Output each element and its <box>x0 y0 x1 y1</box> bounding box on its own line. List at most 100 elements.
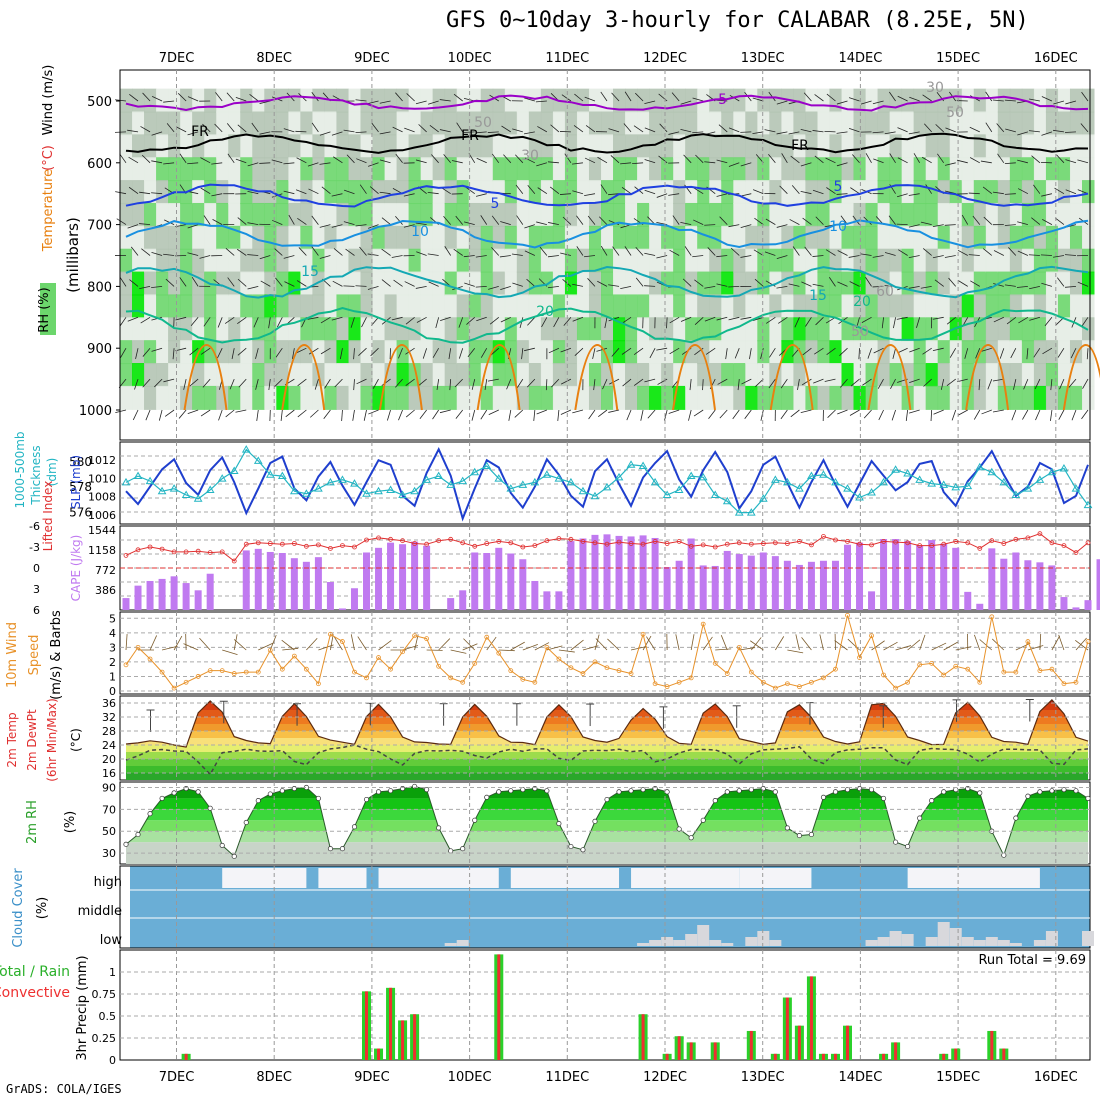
wind-barb <box>465 186 475 195</box>
thickness-marker <box>698 472 708 481</box>
rh-cell <box>288 134 301 159</box>
rh2m-marker <box>700 817 706 823</box>
cape-bar <box>952 547 960 610</box>
wind10-barb <box>750 640 764 651</box>
rh-cell <box>120 202 133 227</box>
wind-barb <box>142 347 151 357</box>
rh-cell <box>504 134 518 159</box>
cape-tick-label: 772 <box>95 564 116 577</box>
lifted-index-marker <box>592 540 598 546</box>
wind-barb <box>560 252 572 256</box>
wind-barb <box>367 286 379 290</box>
rh-cell <box>625 134 638 159</box>
cloud-high-clear <box>631 868 740 888</box>
rh-cell <box>769 225 782 250</box>
x-label-bottom: 12DEC <box>643 1070 687 1085</box>
rh-cell <box>721 294 734 319</box>
rh-cell <box>132 88 145 113</box>
rh2m-marker <box>387 788 394 794</box>
rh-cell <box>865 111 879 136</box>
rh-cell <box>829 134 842 159</box>
rh-cell <box>156 180 169 205</box>
rh2m-marker <box>1061 787 1067 793</box>
rh-cell <box>925 111 939 136</box>
slp-line <box>125 446 1089 522</box>
wind10-marker <box>544 644 550 650</box>
rh-cell <box>444 385 458 410</box>
wind10-barb <box>463 638 476 651</box>
y-tick-label: 800 <box>87 280 112 295</box>
rh-cell <box>492 134 506 159</box>
cape-bar <box>363 552 370 610</box>
wind10-barb <box>1075 637 1087 651</box>
wind-barb <box>889 91 896 102</box>
rh-cell <box>132 385 145 410</box>
contour-label: FR <box>791 138 809 154</box>
rh-cell <box>252 111 265 136</box>
rh-cell <box>913 340 927 365</box>
rh-cell <box>817 225 830 250</box>
wind-barb <box>288 214 295 225</box>
wind-barb <box>436 379 440 391</box>
wind-barb <box>572 283 584 287</box>
thickness-marker <box>770 475 780 483</box>
wind-barb <box>283 190 295 195</box>
rh-cell <box>324 225 337 250</box>
rh-cell <box>721 248 734 273</box>
wind-barb <box>560 347 572 353</box>
rh-cell <box>649 202 662 227</box>
temp-band <box>126 703 1088 710</box>
rh-cell <box>889 248 903 273</box>
rh-cell <box>132 180 145 205</box>
wind-barb <box>151 192 163 195</box>
rh-cell <box>769 88 782 113</box>
rh-cell <box>180 157 193 182</box>
cape-axis-label: CAPE (J/kg) <box>69 535 83 602</box>
slp-tick-label: 1012 <box>88 454 116 467</box>
rh-cell <box>889 225 903 250</box>
thickness-marker <box>494 474 504 482</box>
wind-barb <box>320 347 331 355</box>
thickness-marker <box>302 489 311 497</box>
wind-barb <box>958 280 968 287</box>
wind-barb <box>200 409 211 417</box>
wind-barb <box>621 347 632 355</box>
lifted-index-marker <box>520 544 526 550</box>
rh-cell <box>228 294 241 319</box>
rh-cell <box>216 111 229 136</box>
wind-barb <box>455 409 464 419</box>
wind-barb <box>755 154 764 164</box>
rh-cell <box>144 294 157 319</box>
rh-cell <box>793 363 806 388</box>
wind-barb <box>803 92 812 102</box>
precip-conv-bar <box>942 1053 946 1060</box>
rh-cell <box>817 363 830 388</box>
rh-cell <box>901 340 915 365</box>
rh-cell <box>997 294 1011 319</box>
wind-barb <box>295 189 307 195</box>
rh-cell <box>276 88 289 113</box>
rh-cell <box>384 225 398 250</box>
rh-cell <box>961 248 975 273</box>
rh-cell <box>396 180 410 205</box>
rh-cell <box>1009 134 1023 159</box>
wind-barb <box>897 157 908 164</box>
wind10-marker <box>592 659 598 665</box>
precip-conv-bar <box>1002 1048 1006 1060</box>
thickness-marker <box>578 486 588 495</box>
rh-cell <box>288 340 301 365</box>
thickness-marker <box>867 487 876 496</box>
wind-barb <box>255 348 259 359</box>
rh2m-marker <box>484 794 490 800</box>
rh-cell <box>841 180 854 205</box>
li-tick-label: -3 <box>29 541 40 554</box>
rh-cell <box>384 111 398 136</box>
rh-cell <box>264 385 277 410</box>
rh-cell <box>300 248 313 273</box>
wind10-marker <box>219 668 225 674</box>
wind-barb <box>259 255 271 260</box>
rh-cell <box>264 202 277 227</box>
wind-barb <box>512 128 523 133</box>
wind-barb <box>937 153 945 164</box>
wind10-barb <box>883 641 898 651</box>
